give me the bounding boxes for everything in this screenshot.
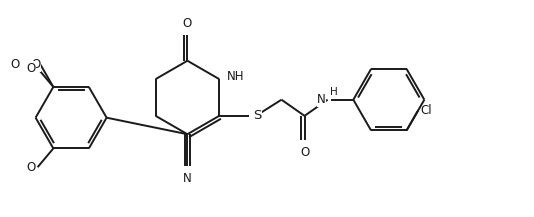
Text: NH: NH <box>227 70 245 83</box>
Text: H: H <box>330 87 338 97</box>
Text: O: O <box>183 16 192 30</box>
Text: S: S <box>254 109 262 122</box>
Text: O: O <box>26 62 35 75</box>
Text: O: O <box>300 146 309 159</box>
Text: O: O <box>11 58 20 71</box>
Text: N: N <box>317 93 326 106</box>
Text: O: O <box>31 58 41 71</box>
Text: Cl: Cl <box>421 104 433 117</box>
Text: O: O <box>26 161 35 174</box>
Text: N: N <box>183 172 192 184</box>
